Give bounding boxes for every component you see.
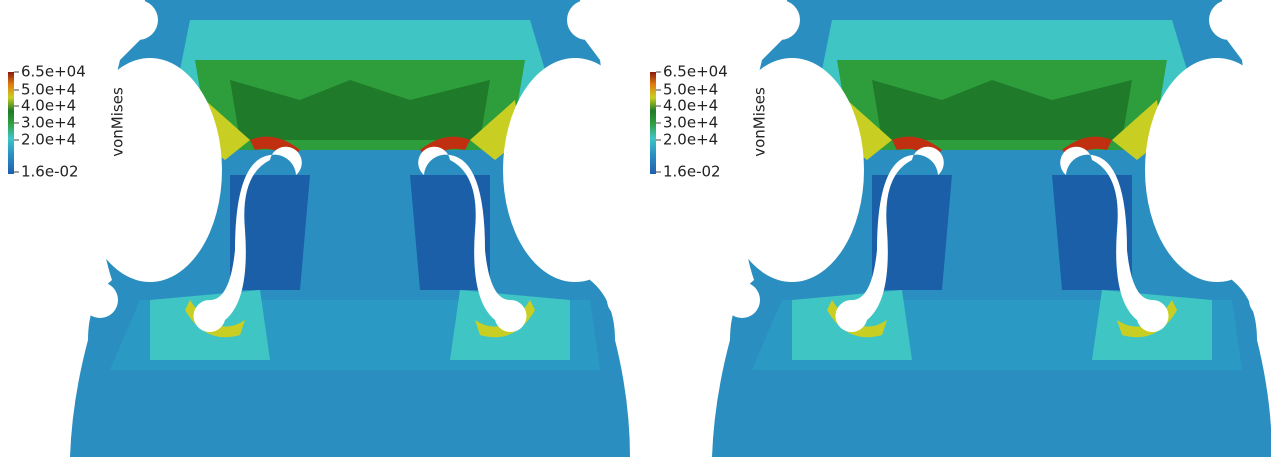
colorbar-label: 6.5e+04: [663, 63, 728, 81]
colorbar-label: 3.0e+4: [21, 114, 76, 132]
colorbar-label: 4.0e+4: [21, 97, 76, 115]
stress-field: [712, 0, 1271, 457]
colorbar-label: 3.0e+4: [663, 114, 718, 132]
colorbar-label: 1.6e-02: [663, 163, 721, 181]
colorbar-label: 4.0e+4: [663, 97, 718, 115]
colorbar-label: 5.0e+4: [21, 81, 76, 99]
panel: 6.5e+045.0e+44.0e+43.0e+42.0e+4 1.6e-02 vo…: [8, 0, 647, 457]
colorbar-label: 5.0e+4: [663, 81, 718, 99]
colorbar: [650, 72, 656, 174]
stress-field: [70, 0, 647, 457]
colorbar: [8, 72, 14, 174]
colorbar-label: 2.0e+4: [21, 131, 76, 149]
panel: 6.5e+045.0e+44.0e+43.0e+42.0e+4 1.6e-02 vo…: [650, 0, 1271, 457]
colorbar-label: 1.6e-02: [21, 163, 79, 181]
colorbar-title: vonMises: [109, 87, 127, 157]
colorbar-label: 6.5e+04: [21, 63, 86, 81]
colorbar-title: vonMises: [751, 87, 769, 157]
colorbar-label: 2.0e+4: [663, 131, 718, 149]
